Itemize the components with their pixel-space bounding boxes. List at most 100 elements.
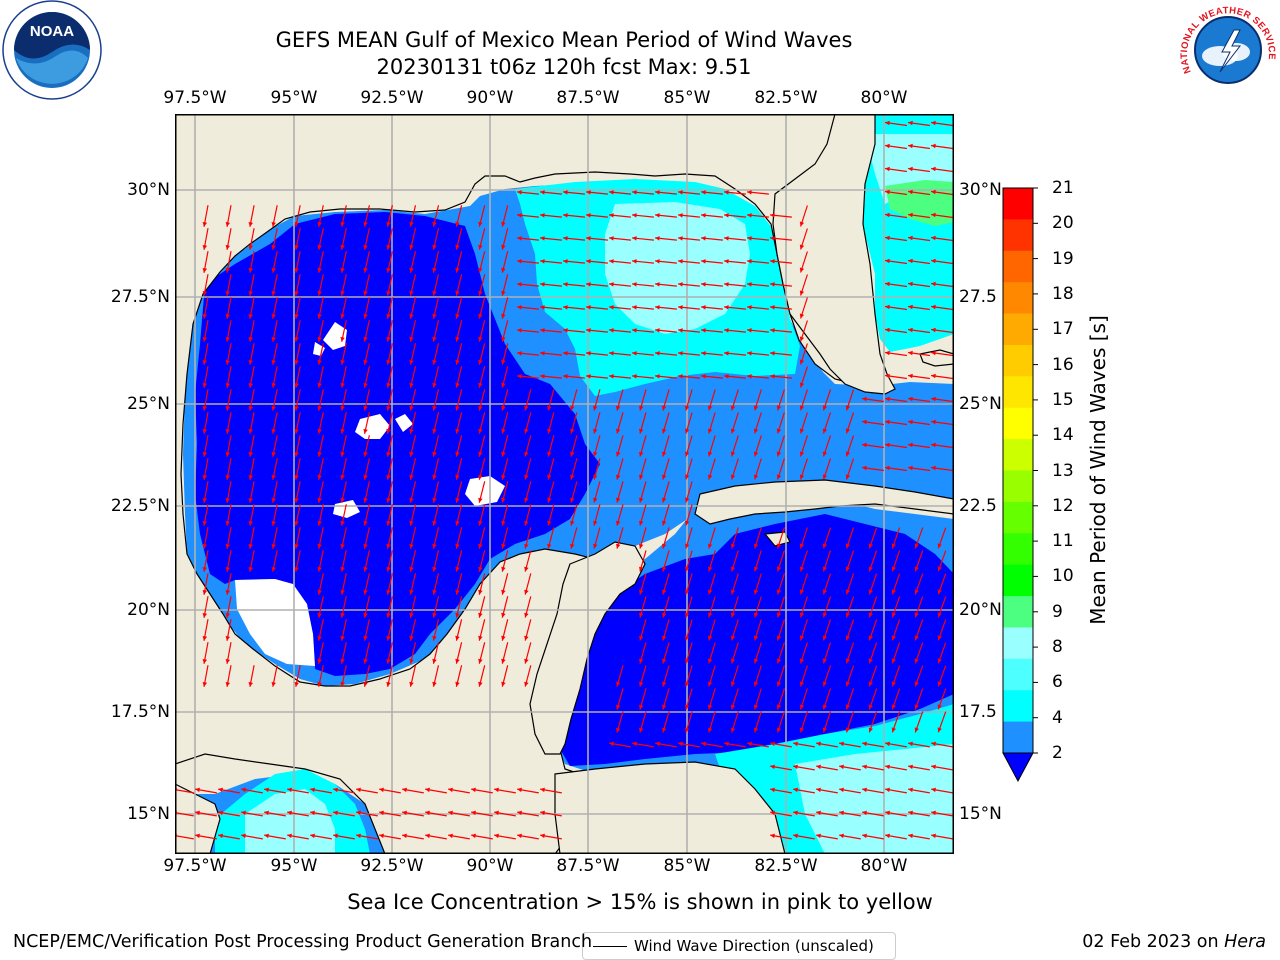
wave-direction-arrowhead (862, 787, 867, 793)
wave-direction-arrowhead (501, 589, 506, 595)
wave-direction-arrowhead (455, 635, 460, 641)
wave-direction-arrowhead (248, 475, 253, 480)
wave-direction-arrowhead (707, 681, 713, 687)
wave-direction-arrowhead (517, 305, 522, 310)
wave-direction-arrowhead (547, 520, 552, 526)
wave-direction-arrowhead (248, 337, 253, 342)
colorbar-tick-label: 11 (1052, 531, 1074, 552)
wave-direction-arrowhead (386, 658, 391, 664)
wave-direction-arrowhead (799, 405, 805, 411)
wave-direction-arrowhead (609, 236, 614, 241)
wave-direction-arrowhead (294, 291, 299, 296)
wave-direction-arrowhead (517, 259, 522, 264)
wave-direction-arrowhead (402, 787, 407, 793)
wave-direction-arrowhead (914, 635, 919, 641)
colorbar-bin (1003, 564, 1033, 597)
wave-direction-arrowhead (845, 474, 851, 480)
map-frame (175, 114, 954, 854)
colorbar-tick-label: 18 (1052, 283, 1074, 304)
wave-direction-arrowhead (753, 543, 759, 549)
wave-direction-arrowhead (570, 451, 575, 457)
wave-direction-arrowhead (317, 566, 322, 572)
wave-direction-arrowhead (432, 635, 437, 641)
wave-direction-arrowhead (425, 787, 430, 793)
wave-direction-arrowhead (264, 810, 269, 816)
wave-direction-arrowhead (885, 304, 890, 310)
wave-direction-arrowhead (839, 741, 844, 747)
wave-direction-arrowhead (455, 589, 460, 595)
wave-direction-arrowhead (862, 764, 867, 770)
wave-direction-arrowhead (845, 543, 851, 549)
lon-tick-label: 87.5°W (556, 856, 620, 876)
wave-direction-arrowhead (317, 221, 322, 227)
wave-direction-arrowhead (776, 566, 782, 572)
wave-direction-arrowhead (586, 259, 591, 264)
wave-direction-arrowhead (885, 235, 890, 241)
wave-direction-arrowhead (340, 612, 345, 618)
wave-direction-arrowhead (931, 189, 936, 195)
wave-direction-arrowhead (845, 704, 851, 710)
wave-direction-arrowhead (632, 190, 637, 195)
wave-direction-arrowhead (730, 566, 736, 572)
wave-direction-arrowhead (386, 290, 391, 296)
wave-direction-arrowhead (822, 451, 828, 457)
wave-direction-arrowhead (248, 383, 253, 388)
wave-direction-arrowhead (409, 244, 414, 250)
wave-direction-arrowhead (225, 475, 230, 480)
lat-tick-label: 30°N (127, 180, 170, 200)
wave-direction-arrowhead (317, 451, 322, 457)
wave-direction-arrowhead (839, 833, 844, 839)
wave-direction-arrowhead (501, 681, 506, 687)
wave-direction-arrowhead (287, 787, 292, 793)
wave-direction-arrowhead (730, 589, 736, 595)
wave-direction-arrowhead (931, 741, 936, 747)
wave-direction-arrowhead (839, 787, 844, 793)
colorbar-tick-label: 2 (1052, 743, 1063, 763)
wave-direction-arrowhead (845, 612, 851, 618)
wave-direction-arrowhead (563, 305, 568, 310)
wave-direction-arrowhead (655, 351, 660, 356)
wave-direction-arrowhead (294, 360, 299, 365)
wave-direction-arrowhead (225, 406, 230, 411)
wave-direction-arrowhead (868, 589, 873, 595)
wave-direction-arrowhead (202, 245, 208, 250)
wave-direction-arrowhead (225, 636, 230, 641)
wave-direction-arrowhead (868, 635, 873, 641)
colorbar-tick-label: 9 (1052, 601, 1063, 622)
wave-direction-arrowhead (317, 497, 322, 503)
wave-direction-arrowhead (363, 497, 368, 503)
wave-direction-arrowhead (868, 727, 873, 733)
wave-direction-arrowhead (753, 681, 759, 687)
wave-direction-arrowhead (685, 727, 690, 733)
wave-direction-arrowhead (225, 659, 230, 664)
wave-direction-arrowhead (701, 305, 706, 310)
wave-direction-arrowhead (770, 787, 775, 793)
wave-direction-arrowhead (356, 833, 361, 839)
lon-tick-label: 97.5°W (163, 856, 227, 876)
wave-direction-arrowhead (685, 681, 690, 687)
no-data-patch (395, 414, 413, 432)
wave-direction-arrowhead (662, 681, 667, 687)
wave-direction-arrowhead (770, 351, 775, 356)
wave-direction-arrowhead (524, 451, 529, 457)
wave-direction-arrowhead (248, 429, 253, 434)
wave-direction-arrowhead (799, 566, 805, 572)
wave-direction-arrowhead (753, 658, 759, 664)
wave-direction-arrowhead (386, 520, 391, 526)
wave-direction-arrowhead (655, 190, 660, 195)
wave-direction-arrowhead (678, 305, 683, 310)
wave-direction-arrowhead (862, 833, 867, 839)
wave-direction-arrowhead (547, 474, 552, 480)
wave-direction-arrowhead (340, 635, 345, 641)
wave-direction-arrowhead (478, 612, 483, 618)
wave-direction-arrowhead (593, 520, 598, 526)
wave-direction-arrowhead (730, 727, 736, 733)
wave-direction-arrowhead (822, 405, 828, 411)
wave-direction-arrowhead (540, 213, 545, 218)
wave-direction-arrowhead (908, 212, 913, 218)
wave-direction-arrowhead (271, 268, 276, 273)
wave-direction-arrowhead (707, 566, 713, 572)
wave-direction-arrowhead (363, 336, 368, 342)
wave-direction-arrowhead (724, 374, 729, 379)
wave-direction-arrowhead (776, 428, 782, 434)
